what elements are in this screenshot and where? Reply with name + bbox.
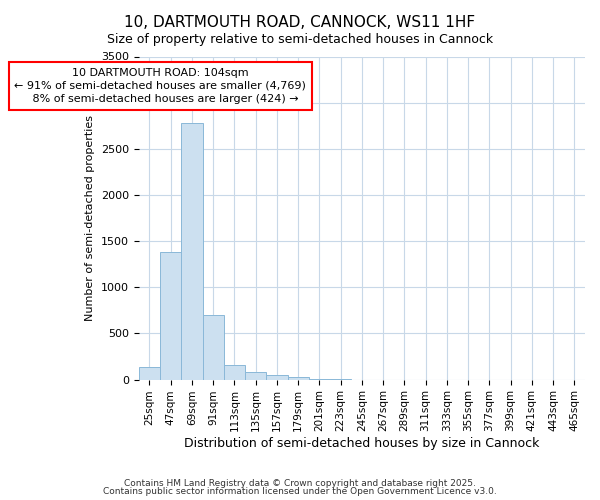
Bar (266, 376, 287, 380)
Text: 10, DARTMOUTH ROAD, CANNOCK, WS11 1HF: 10, DARTMOUTH ROAD, CANNOCK, WS11 1HF (124, 15, 476, 30)
Text: 10 DARTMOUTH ROAD: 104sqm
← 91% of semi-detached houses are smaller (4,769)
   8: 10 DARTMOUTH ROAD: 104sqm ← 91% of semi-… (14, 68, 306, 104)
Bar (160, 252, 181, 380)
Bar (287, 377, 309, 380)
Bar (181, 123, 203, 380)
Bar (245, 372, 266, 380)
Bar (224, 366, 245, 380)
Text: Size of property relative to semi-detached houses in Cannock: Size of property relative to semi-detach… (107, 32, 493, 46)
Bar (139, 367, 160, 380)
Y-axis label: Number of semi-detached properties: Number of semi-detached properties (85, 115, 95, 321)
Text: Contains public sector information licensed under the Open Government Licence v3: Contains public sector information licen… (103, 487, 497, 496)
Text: Contains HM Land Registry data © Crown copyright and database right 2025.: Contains HM Land Registry data © Crown c… (124, 478, 476, 488)
X-axis label: Distribution of semi-detached houses by size in Cannock: Distribution of semi-detached houses by … (184, 437, 539, 450)
Bar (203, 315, 224, 380)
